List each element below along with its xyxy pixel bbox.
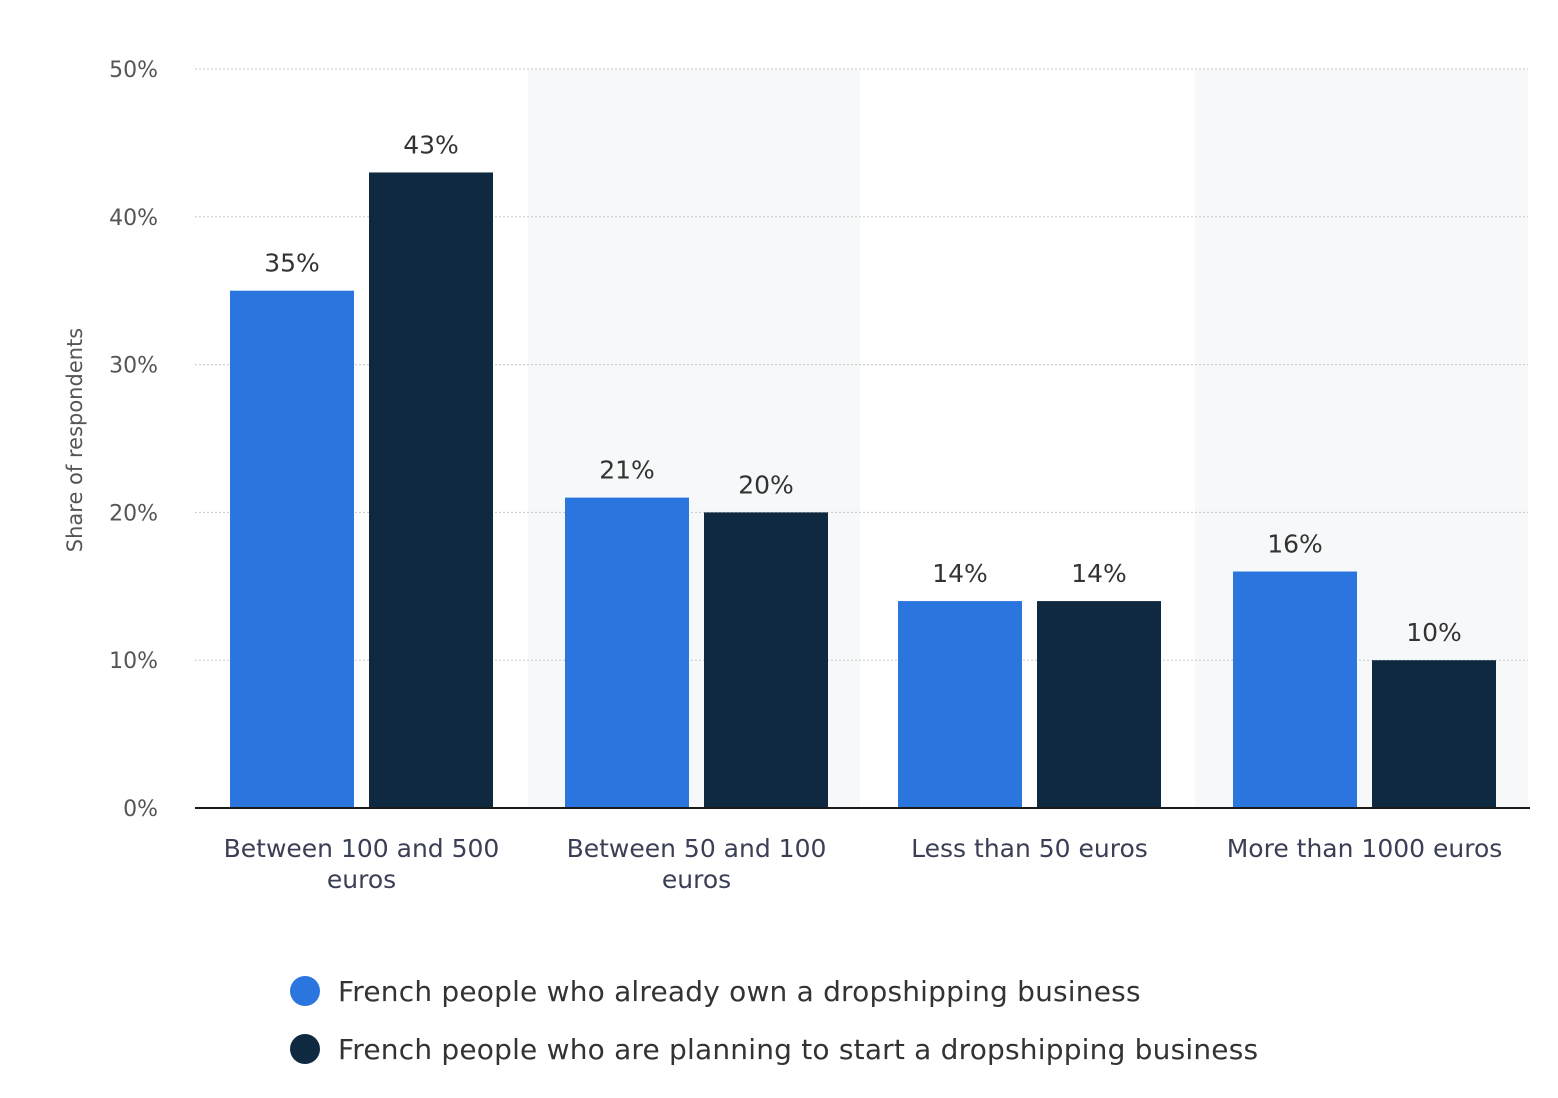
bar-series-1-cat-2 (565, 497, 689, 808)
data-label-series-1-cat-1: 35% (264, 249, 320, 278)
bar-series-2-cat-1 (369, 172, 493, 808)
y-tick-label-1: 10% (109, 649, 158, 674)
legend-label-series-1: French people who already own a dropship… (338, 974, 1141, 1008)
legend: French people who already own a dropship… (290, 962, 1490, 1078)
x-category-label-3-line-1: Less than 50 euros (911, 834, 1148, 863)
x-category-label-4-line-1: More than 1000 euros (1227, 834, 1503, 863)
bar-series-2-cat-3 (1037, 601, 1161, 808)
x-category-label-1-line-1: Between 100 and 500 (224, 834, 500, 863)
y-tick-label-4: 40% (109, 206, 158, 231)
data-label-series-2-cat-1: 43% (403, 130, 459, 159)
x-category-label-1-line-2: euros (327, 865, 396, 894)
legend-label-series-2: French people who are planning to start … (338, 1032, 1259, 1066)
y-tick-label-2: 20% (109, 501, 158, 526)
bar-series-2-cat-4 (1372, 660, 1496, 808)
data-label-series-1-cat-4: 16% (1267, 530, 1323, 559)
bar-chart-svg: 0% 10% 20% 30% 40% 50% Share of respondents 35%… (63, 58, 1530, 894)
x-category-label-2-line-2: euros (662, 865, 731, 894)
y-tick-label-3: 30% (109, 354, 158, 379)
data-label-series-2-cat-3: 14% (1071, 559, 1127, 588)
y-tick-label-5: 50% (109, 58, 158, 83)
bar-series-1-cat-3 (898, 601, 1022, 808)
data-label-series-1-cat-2: 21% (599, 456, 655, 485)
y-tick-label-0: 0% (123, 797, 158, 822)
legend-item-series-1[interactable]: French people who already own a dropship… (290, 962, 1490, 1020)
bar-series-1-cat-4 (1233, 571, 1357, 808)
x-category-label-2-line-1: Between 50 and 100 (567, 834, 827, 863)
data-label-series-1-cat-3: 14% (932, 559, 988, 588)
data-label-series-2-cat-2: 20% (738, 470, 794, 499)
bar-series-1-cat-1 (230, 290, 354, 808)
legend-swatch-series-2 (290, 1034, 320, 1064)
data-label-series-2-cat-4: 10% (1406, 618, 1462, 647)
legend-swatch-series-1 (290, 976, 320, 1006)
bar-series-2-cat-2 (704, 512, 828, 808)
y-axis-title: Share of respondents (63, 328, 87, 552)
legend-item-series-2[interactable]: French people who are planning to start … (290, 1020, 1490, 1078)
